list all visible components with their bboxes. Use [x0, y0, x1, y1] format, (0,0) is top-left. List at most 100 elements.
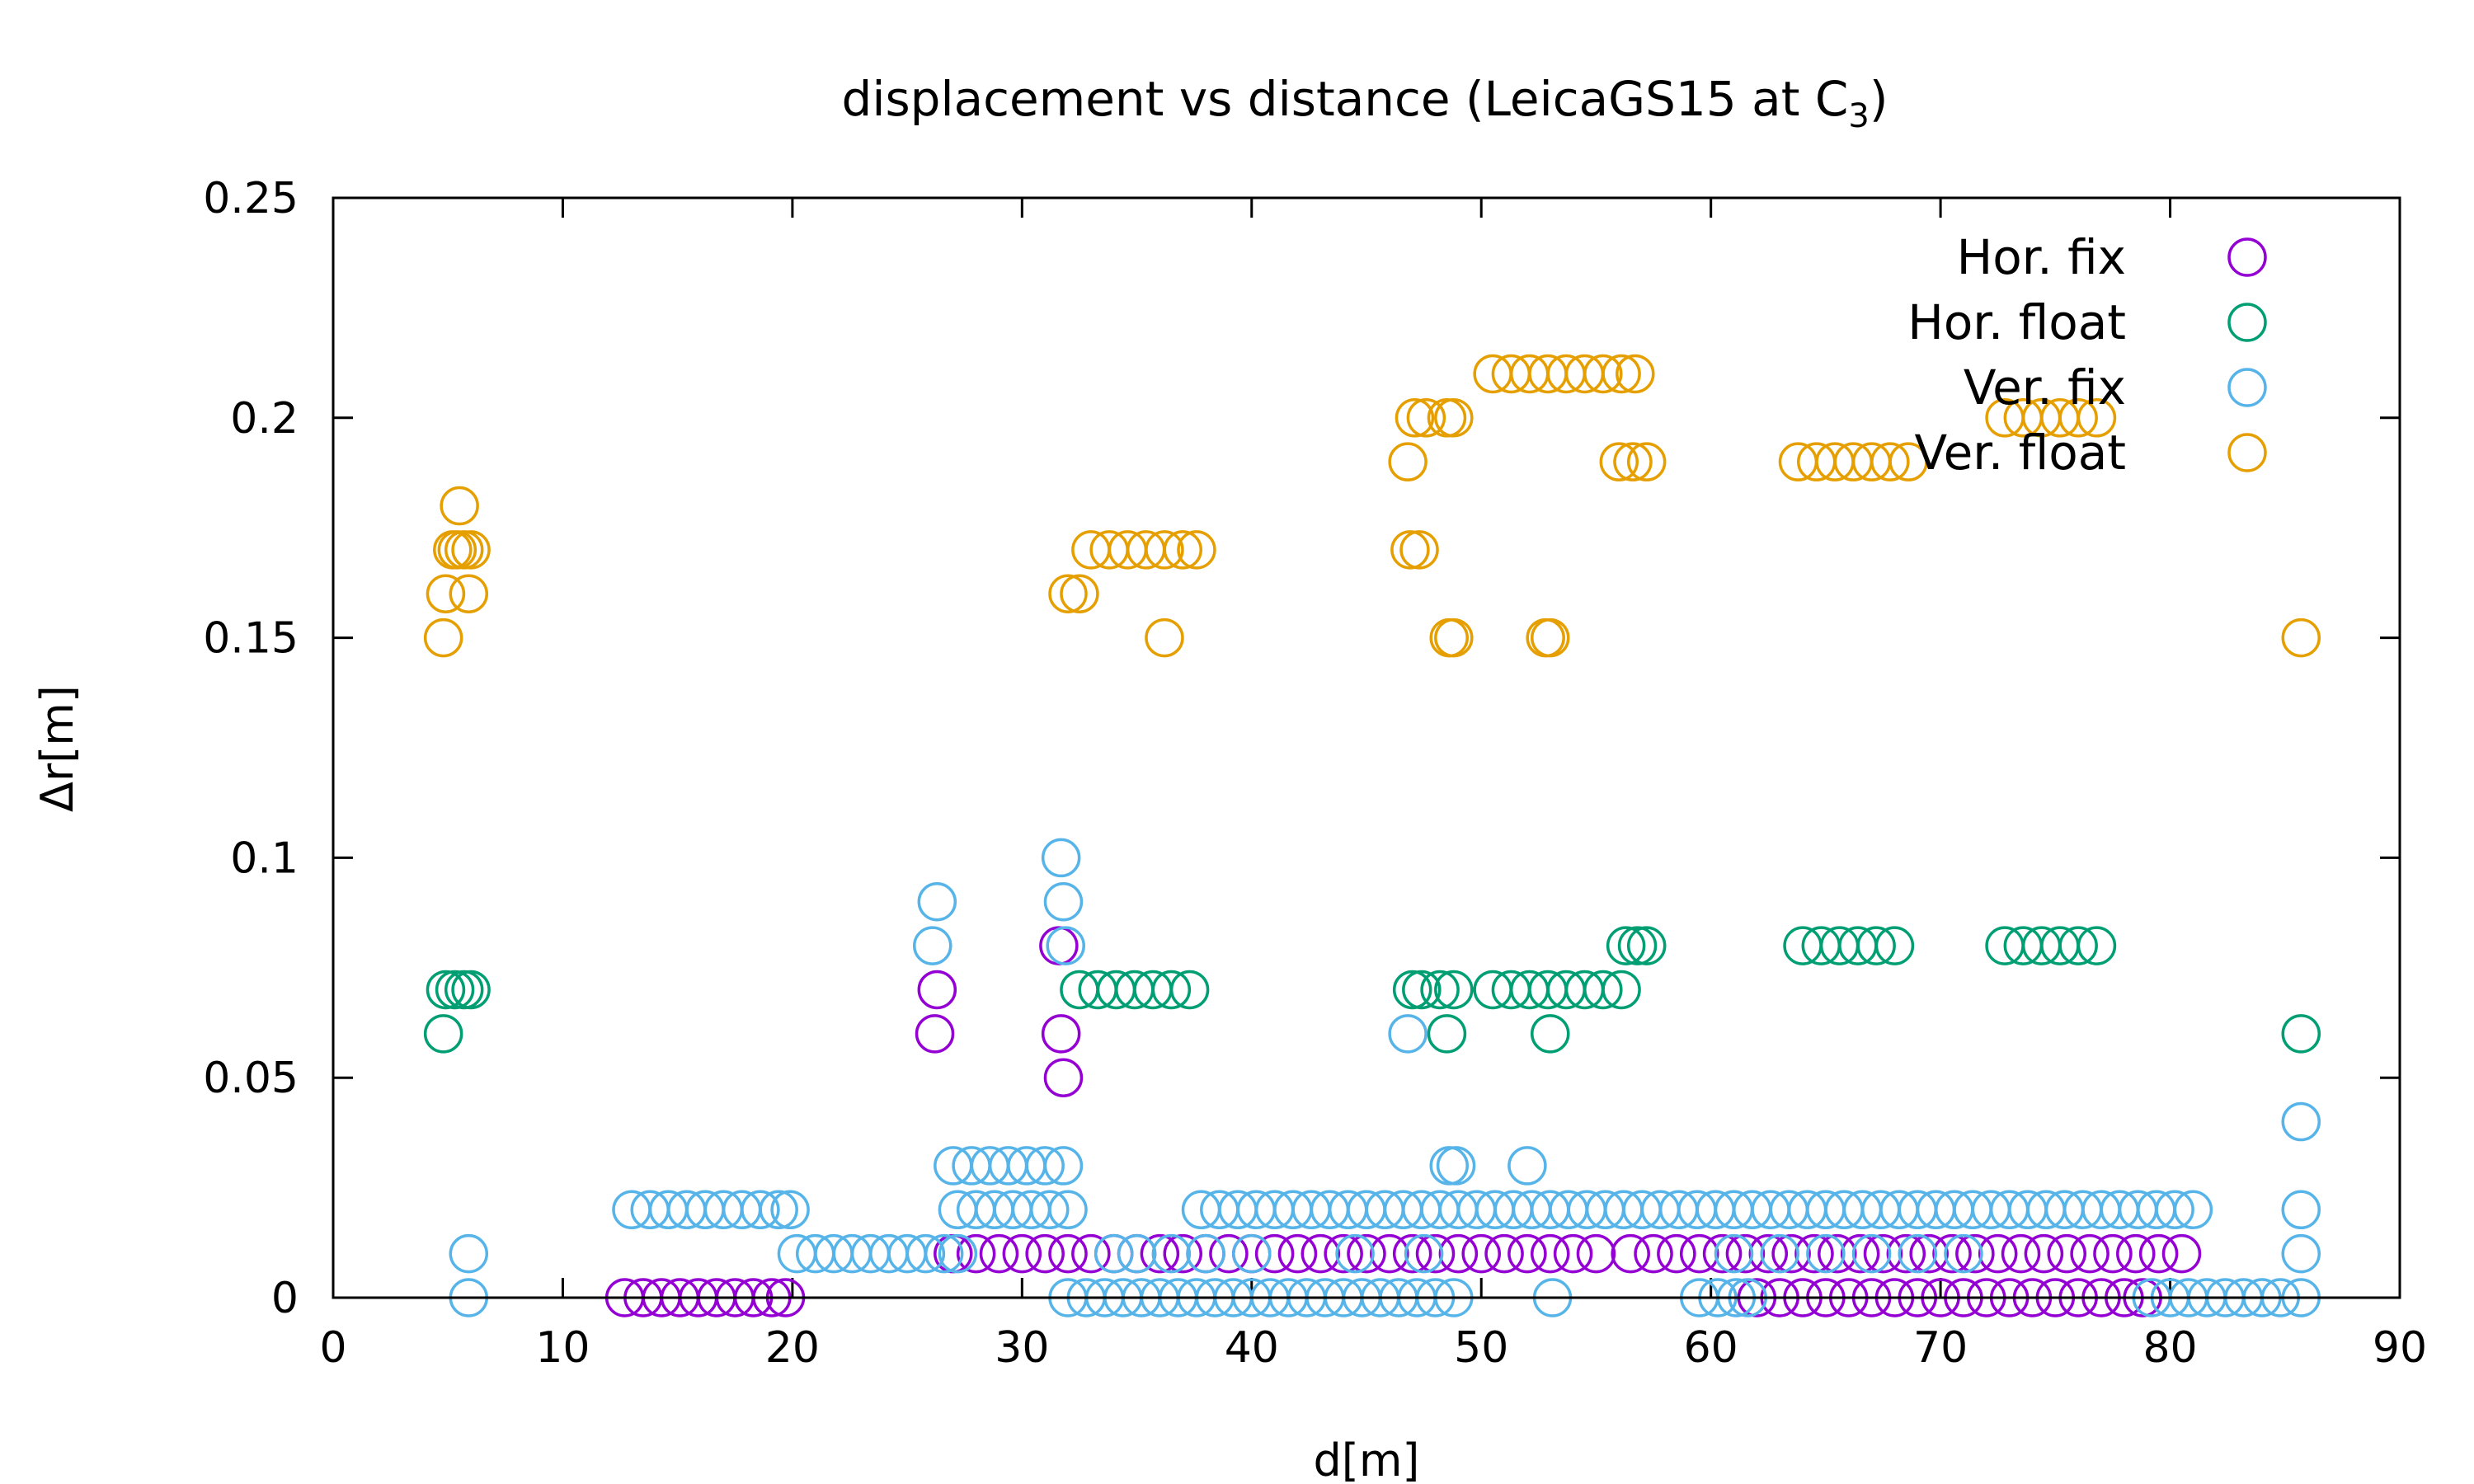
data-point	[2058, 926, 2098, 965]
data-point	[1232, 1233, 1272, 1274]
data-point	[938, 1233, 978, 1274]
data-point	[1209, 1233, 1249, 1274]
data-point	[1434, 970, 1474, 1010]
data-point	[1151, 1233, 1192, 1274]
data-point	[1002, 1233, 1042, 1274]
data-point	[1402, 970, 1442, 1010]
data-point	[1094, 1233, 1134, 1274]
data-point	[1399, 530, 1439, 570]
data-point	[1978, 1233, 2018, 1274]
chart-title-suffix: )	[1870, 71, 1888, 127]
data-point	[924, 1233, 964, 1274]
data-point	[1606, 926, 1646, 965]
series-ver-float	[423, 354, 2321, 658]
data-point	[1025, 1233, 1065, 1274]
data-point	[1851, 1233, 1892, 1274]
data-point	[1043, 1146, 1084, 1186]
data-point	[1898, 1233, 1938, 1274]
data-point	[1794, 1233, 1834, 1274]
legend-label: Ver. float	[1914, 425, 2126, 481]
data-point	[2047, 1233, 2087, 1274]
data-point	[1909, 1233, 1949, 1274]
data-point	[1602, 970, 1641, 1010]
x-tick-label: 90	[2373, 1323, 2427, 1373]
data-point	[1388, 442, 1427, 481]
data-point	[741, 1190, 780, 1230]
series-ver-fix	[449, 838, 2321, 1317]
data-point	[1531, 1014, 1570, 1054]
data-point	[1617, 926, 1658, 965]
data-point	[423, 618, 463, 658]
data-point	[1429, 1146, 1469, 1186]
data-point	[1714, 1233, 1754, 1274]
chart-title: displacement vs distance (LeicaGS15 at C…	[842, 71, 1888, 135]
data-point	[1702, 1233, 1743, 1274]
legend-label: Ver. fix	[1964, 359, 2126, 416]
data-point	[759, 1190, 798, 1230]
data-point	[2077, 398, 2117, 438]
data-point	[1531, 618, 1570, 658]
data-point	[1436, 1146, 1476, 1186]
data-point	[1679, 1233, 1719, 1274]
legend-marker	[2227, 368, 2267, 407]
data-point	[1043, 882, 1084, 922]
x-tick-label: 70	[1913, 1323, 1968, 1373]
data-point	[2001, 1233, 2041, 1274]
chart-title-subscript: 3	[1848, 97, 1869, 135]
x-axis-title: d[m]	[1313, 1435, 1419, 1484]
data-point	[1420, 970, 1460, 1010]
data-point	[770, 1190, 810, 1230]
data-point	[1415, 1233, 1456, 1274]
data-point	[1944, 1233, 1983, 1274]
y-axis-title: Δr[m]	[31, 685, 83, 812]
data-point	[1335, 1233, 1375, 1274]
data-point	[1553, 1233, 1593, 1274]
data-point	[1611, 1233, 1650, 1274]
x-tick-label: 50	[1454, 1323, 1508, 1373]
data-point	[426, 574, 466, 613]
data-point	[449, 574, 489, 613]
data-point	[1392, 970, 1432, 1010]
data-point	[1029, 1190, 1070, 1230]
data-point	[2281, 618, 2321, 658]
data-point	[2281, 1101, 2321, 1142]
data-point	[1840, 1233, 1880, 1274]
data-point	[440, 486, 479, 526]
data-point	[1392, 1233, 1432, 1274]
axis-ticks	[332, 196, 2401, 1299]
data-point	[1145, 618, 1184, 658]
data-point	[2281, 1233, 2321, 1274]
x-tick-label: 80	[2142, 1323, 2197, 1373]
data-point	[426, 970, 466, 1010]
data-point	[1870, 442, 1910, 481]
data-point	[1760, 1233, 1799, 1274]
data-point	[1151, 970, 1192, 1010]
data-point	[2281, 1190, 2321, 1230]
data-point	[1254, 1233, 1295, 1274]
data-point	[1163, 1233, 1202, 1274]
data-point	[2155, 1190, 2194, 1230]
data-point	[1507, 1233, 1547, 1274]
x-tick-label: 20	[765, 1323, 820, 1373]
legend-marker	[2227, 237, 2267, 277]
data-point	[1046, 926, 1085, 965]
data-point	[1886, 1233, 1926, 1274]
data-point	[1060, 574, 1099, 613]
data-point	[912, 926, 952, 965]
data-point	[423, 1014, 463, 1054]
data-point	[1634, 1233, 1673, 1274]
data-point	[1955, 1233, 1995, 1274]
data-point	[1599, 442, 1639, 481]
data-point	[1616, 354, 1655, 394]
data-point	[1163, 530, 1202, 570]
data-point	[1427, 1014, 1467, 1054]
data-point	[1406, 398, 1446, 438]
data-point	[1048, 1233, 1088, 1274]
data-point	[1390, 530, 1430, 570]
y-tick-label: 0	[271, 1274, 299, 1323]
data-point	[1043, 1058, 1084, 1097]
data-point	[1484, 1233, 1524, 1274]
data-point	[1186, 1233, 1225, 1274]
data-point	[2173, 1190, 2213, 1230]
data-point	[1748, 1233, 1789, 1274]
